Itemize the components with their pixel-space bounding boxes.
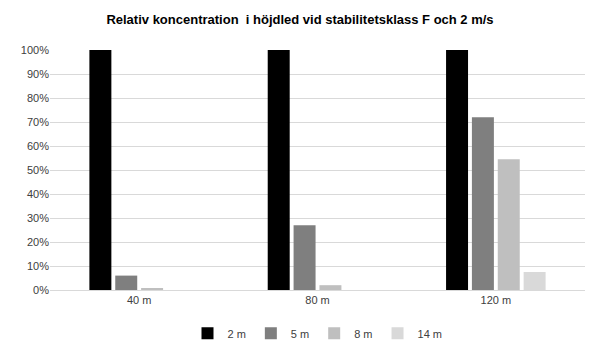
svg-text:40 m: 40 m [127, 294, 151, 306]
svg-text:8 m: 8 m [354, 328, 372, 340]
svg-text:90%: 90% [27, 68, 49, 80]
svg-text:70%: 70% [27, 116, 49, 128]
svg-text:100%: 100% [21, 44, 49, 56]
svg-text:120 m: 120 m [481, 294, 512, 306]
svg-text:40%: 40% [27, 188, 49, 200]
svg-text:0%: 0% [33, 284, 49, 296]
svg-text:80 m: 80 m [305, 294, 329, 306]
svg-text:50%: 50% [27, 164, 49, 176]
svg-text:30%: 30% [27, 212, 49, 224]
svg-text:2 m: 2 m [228, 328, 246, 340]
svg-text:10%: 10% [27, 260, 49, 272]
svg-text:80%: 80% [27, 92, 49, 104]
svg-text:60%: 60% [27, 140, 49, 152]
svg-text:20%: 20% [27, 236, 49, 248]
svg-text:14 m: 14 m [418, 328, 442, 340]
svg-text:Relativ koncentration i höjdl: Relativ koncentration i höjdled vid stab… [106, 12, 493, 27]
svg-text:5 m: 5 m [291, 328, 309, 340]
